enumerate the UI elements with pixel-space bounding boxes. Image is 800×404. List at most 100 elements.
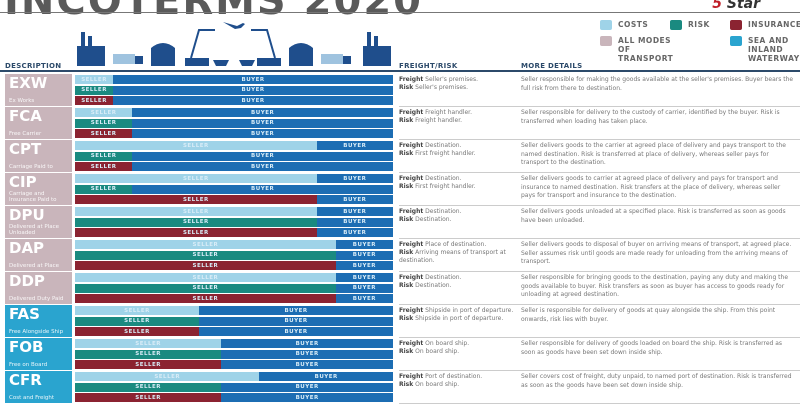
term-label: FCA Free Carrier [5, 107, 72, 139]
seller-segment: SELLER [75, 250, 336, 260]
header-divider [0, 70, 800, 72]
risk-value: First freight handler. [415, 150, 476, 157]
risk-bar: SELLER BUYER [75, 250, 393, 260]
seller-segment: SELLER [75, 184, 133, 194]
incoterm-row-dap: DAP Delivered at Place SELLER BUYER SELL… [0, 239, 800, 272]
freight-label: Freight [399, 109, 424, 116]
responsibility-bars: SELLER BUYER SELLER BUYER SELLER BUYER [75, 306, 393, 338]
row-divider [399, 106, 800, 107]
freight-risk-cell: Freight On board ship. Risk On board shi… [399, 340, 517, 356]
risk-value: On board ship. [415, 348, 460, 355]
insurance-bar: SELLER BUYER [75, 294, 393, 303]
freight-risk-cell: Freight Destination. Risk Destination. [399, 208, 517, 224]
term-code: CFR [9, 371, 42, 389]
risk-bar: SELLER BUYER [75, 349, 393, 359]
term-label: DAP Delivered at Place [5, 239, 72, 271]
incoterm-row-fas: FAS Free Alongside Ship SELLER BUYER SEL… [0, 305, 800, 338]
incoterm-row-ddp: DDP Delivered Duty Paid SELLER BUYER SEL… [0, 272, 800, 305]
costs-bar: SELLER BUYER [75, 207, 393, 216]
risk-label: Risk [399, 216, 414, 223]
legend-swatch [670, 20, 682, 30]
term-code: DPU [9, 206, 45, 224]
term-label: CPT Carriage Paid to [5, 140, 72, 172]
transport-illustration [77, 22, 391, 66]
freight-label: Freight [399, 274, 424, 281]
seller-segment: SELLER [75, 261, 336, 270]
seller-segment: SELLER [75, 195, 317, 204]
freight-value: Place of destination. [425, 241, 487, 248]
freight-risk-cell: Freight Destination. Risk First freight … [399, 142, 517, 158]
term-label: DDP Delivered Duty Paid [5, 272, 72, 304]
header-freight-risk: FREIGHT/RISK [399, 62, 458, 70]
risk-label: Risk [399, 282, 414, 289]
buyer-segment: BUYER [113, 75, 393, 84]
details-cell: Seller delivers goods to disposal of buy… [521, 241, 792, 265]
incoterm-row-fob: FOB Free on Board SELLER BUYER SELLER BU… [0, 338, 800, 371]
row-divider [399, 238, 800, 239]
risk-label: Risk [399, 183, 414, 190]
term-code: DAP [9, 239, 45, 257]
seller-segment: SELLER [75, 316, 200, 326]
risk-bar: SELLER BUYER [75, 151, 393, 161]
incoterm-row-exw: EXW Ex Works SELLER BUYER SELLER BUYER S… [0, 74, 800, 107]
risk-label: Risk [399, 84, 414, 91]
seller-segment: SELLER [75, 339, 222, 348]
risk-value: Seller's premises. [415, 84, 469, 91]
legend-item: ALL MODES OF TRANSPORT [600, 36, 673, 63]
details-cell: Seller delivers goods to the carrier at … [521, 142, 786, 166]
freight-label: Freight [399, 76, 424, 83]
responsibility-bars: SELLER BUYER SELLER BUYER SELLER BUYER [75, 207, 393, 239]
term-name: Free Carrier [9, 131, 42, 137]
buyer-segment: BUYER [335, 261, 393, 270]
seller-segment: SELLER [75, 108, 133, 117]
header-more-details: MORE DETAILS [521, 62, 583, 70]
costs-bar: SELLER BUYER [75, 372, 393, 381]
warehouse-icon [289, 43, 313, 66]
freight-risk-cell: Freight Place of destination. Risk Arriv… [399, 241, 517, 265]
risk-value: Shipside in port of departure. [415, 315, 504, 322]
freight-value: Destination. [425, 274, 462, 281]
details-cell: Seller covers cost of freight, duty unpa… [521, 373, 792, 389]
seller-segment: SELLER [75, 360, 222, 369]
row-divider [399, 205, 800, 206]
buyer-segment: BUYER [221, 349, 393, 359]
truck-icon [321, 54, 351, 64]
buyer-segment: BUYER [113, 85, 393, 95]
legend-label: COSTS [618, 20, 649, 29]
buyer-segment: BUYER [316, 195, 393, 204]
freight-label: Freight [399, 373, 424, 380]
seller-segment: SELLER [75, 129, 133, 138]
seller-segment: SELLER [75, 151, 133, 161]
freight-risk-cell: Freight Port of destination. Risk On boa… [399, 373, 517, 389]
risk-bar: SELLER BUYER [75, 316, 393, 326]
seller-segment: SELLER [75, 283, 336, 293]
seller-segment: SELLER [75, 306, 200, 315]
term-label: DPU Delivered at Place Unloaded [5, 206, 72, 238]
brand-number: 5 [712, 0, 722, 12]
seller-segment: SELLER [75, 96, 114, 105]
details-cell: Seller responsible for making the goods … [521, 76, 794, 92]
seller-segment: SELLER [75, 217, 317, 227]
brand-logo: 5 Star [712, 0, 760, 12]
buyer-segment: BUYER [199, 327, 393, 336]
term-code: FOB [9, 338, 44, 356]
legend-label: ALL MODES OF TRANSPORT [618, 36, 674, 63]
seller-segment: SELLER [75, 327, 200, 336]
buyer-segment: BUYER [335, 250, 393, 260]
risk-value: Destination. [415, 282, 452, 289]
buyer-segment: BUYER [335, 283, 393, 293]
legend-label: SEA AND INLAND WATERWAYS [748, 36, 800, 63]
header-description: DESCRIPTION [5, 62, 62, 70]
legend-item: RISK [670, 20, 710, 30]
buyer-segment: BUYER [199, 306, 393, 315]
insurance-bar: SELLER BUYER [75, 195, 393, 204]
term-name: Cost and Freight [9, 395, 55, 401]
details-cell: Seller is responsible for delivery of go… [521, 307, 776, 323]
freight-label: Freight [399, 241, 424, 248]
legend-item: COSTS [600, 20, 648, 30]
divider [0, 12, 800, 13]
freight-risk-cell: Freight Seller's premises. Risk Seller's… [399, 76, 517, 92]
legend-swatch [730, 36, 742, 46]
insurance-bar: SELLER BUYER [75, 327, 393, 336]
risk-label: Risk [399, 381, 414, 388]
